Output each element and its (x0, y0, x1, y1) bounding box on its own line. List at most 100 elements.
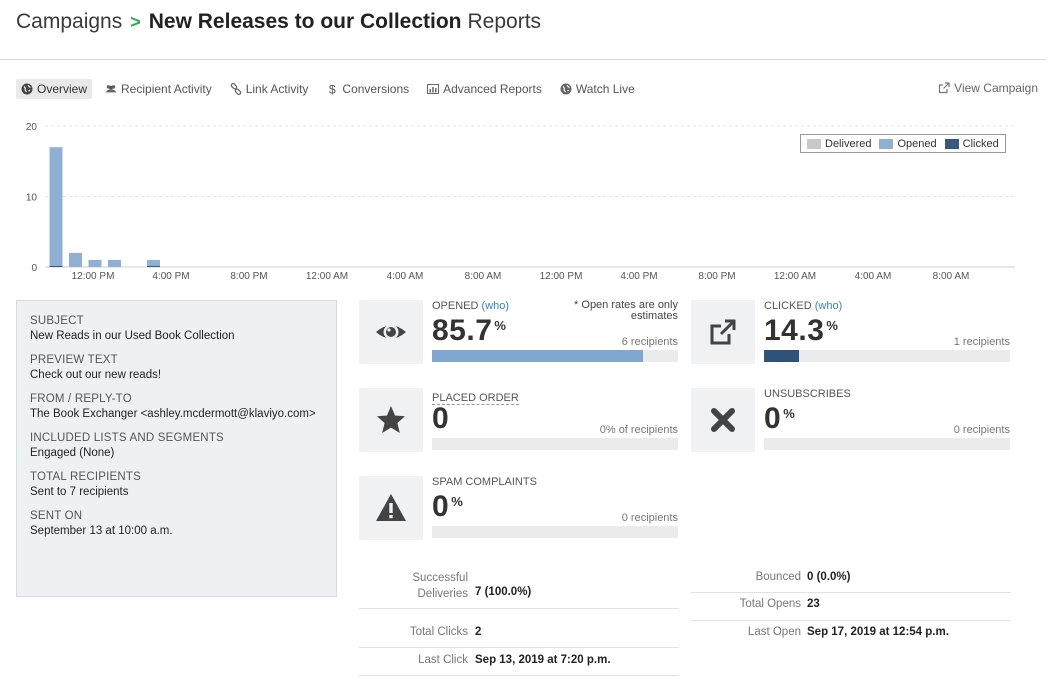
metric-value: 0% (764, 402, 795, 436)
metric-number: 0 (432, 402, 450, 435)
metric-progress-fill (432, 350, 643, 362)
tab-label: Conversions (342, 81, 410, 96)
legend-label: Clicked (962, 137, 999, 150)
legend-opened[interactable]: Opened (879, 138, 937, 150)
stat-value: 2 (475, 626, 482, 638)
tab-conversions[interactable]: $ Conversions (321, 79, 414, 99)
tab-link-activity[interactable]: Link Activity (225, 79, 314, 99)
metric-label[interactable]: PLACED ORDER (432, 392, 519, 405)
who-link[interactable]: (who) (814, 300, 843, 312)
tab-advanced-reports[interactable]: Advanced Reports (422, 79, 547, 99)
detail-from-reply-to: FROM / REPLY-TO The Book Exchanger <ashl… (30, 393, 323, 420)
stat-key: Bounced (755, 571, 801, 583)
detail-sent-on: SENT ON September 13 at 10:00 a.m. (30, 510, 323, 537)
stat-key: Last Open (747, 626, 801, 638)
svg-text:$: $ (329, 83, 336, 95)
y-tick-label: 10 (26, 193, 38, 204)
x-tick-label: 12:00 PM (540, 271, 583, 282)
tab-overview[interactable]: Overview (16, 78, 93, 99)
detail-total-recipients: TOTAL RECIPIENTS Sent to 7 recipients (30, 471, 323, 498)
detail-label: PREVIEW TEXT (30, 354, 118, 366)
metric-body: PLACED ORDER 0 0% of recipients (432, 388, 678, 452)
eye-icon (376, 324, 406, 340)
open-rate-note: * Open rates are only estimates (574, 299, 678, 322)
y-tick-label: 20 (26, 122, 38, 133)
metric-number: 0 (432, 490, 450, 523)
view-campaign-label: View Campaign (954, 81, 1038, 95)
stat-key: Successful Deliveries (412, 572, 468, 600)
metric-progress-bar (432, 438, 678, 450)
bar-chart-icon (427, 83, 440, 94)
stat-row: Total Opens 23 (691, 593, 1011, 621)
tab-watch-live[interactable]: Watch Live (555, 79, 640, 99)
metric-number: 0 (764, 402, 782, 435)
opened-bar (147, 259, 160, 267)
metric-percent-sign: % (826, 318, 839, 333)
detail-label: FROM / REPLY-TO (30, 393, 132, 405)
stat-row: Last Click Sep 13, 2019 at 7:20 p.m. (359, 648, 679, 676)
opened-bar (49, 147, 63, 267)
metric-opened: OPENED (who) 85.7% * Open rates are only… (359, 300, 679, 366)
metric-number: 85.7 (432, 314, 493, 347)
x-icon (711, 408, 735, 432)
y-tick-label: 0 (31, 263, 37, 274)
who-link[interactable]: (who) (481, 300, 510, 312)
metric-progress-bar (764, 350, 1010, 362)
users-icon (105, 84, 117, 92)
stat-key: Total Opens (739, 598, 801, 610)
x-tick-label: 8:00 AM (933, 271, 970, 282)
legend-clicked[interactable]: Clicked (944, 137, 999, 150)
detail-label: INCLUDED LISTS AND SEGMENTS (30, 432, 224, 444)
metric-body: SPAM COMPLAINTS 0% 0 recipients (432, 476, 678, 540)
detail-value: Sent to 7 recipients (30, 486, 129, 498)
stat-row: Successful Deliveries 7 (100.0%) (359, 566, 679, 609)
header-divider (0, 59, 1046, 60)
metric-label: UNSUBSCRIBES (764, 388, 851, 400)
breadcrumb-campaigns-link[interactable]: Campaigns (16, 10, 123, 33)
detail-value: New Reads in our Used Book Collection (30, 330, 235, 342)
detail-label: TOTAL RECIPIENTS (30, 471, 141, 483)
detail-value: September 13 at 10:00 a.m. (30, 525, 173, 537)
clicked-bar (147, 265, 160, 267)
opened-bar (69, 252, 82, 267)
metric-value: 14.3% (764, 314, 838, 348)
metric-label: SPAM COMPLAINTS (432, 476, 537, 488)
clicked-swatch (944, 138, 959, 149)
breadcrumb: Campaigns > New Releases to our Collecti… (16, 10, 541, 38)
x-tick-label: 12:00 AM (774, 271, 816, 282)
tab-label: Link Activity (245, 81, 309, 96)
metric-value: 85.7% (432, 314, 506, 348)
metric-body: OPENED (who) 85.7% * Open rates are only… (432, 300, 678, 364)
external-link-icon (710, 319, 736, 345)
x-tick-label: 4:00 PM (152, 271, 189, 282)
detail-value: Check out our new reads! (30, 369, 162, 381)
dollar-icon: $ (329, 83, 336, 95)
metric-recipients: 0 recipients (621, 512, 678, 524)
page-title-suffix: Reports (467, 10, 542, 33)
chart-legend: Delivered Opened Clicked (800, 134, 1006, 153)
stat-value: Sep 13, 2019 at 7:20 p.m. (475, 654, 611, 666)
globe-icon (21, 83, 33, 94)
detail-label: SUBJECT (30, 315, 84, 327)
opened-swatch (879, 138, 894, 149)
tab-label: Advanced Reports (443, 81, 542, 96)
metric-label-text: OPENED (432, 300, 479, 312)
page-title: New Releases to our Collection (148, 10, 462, 33)
legend-delivered[interactable]: Delivered (807, 138, 871, 150)
stat-row: Last Open Sep 17, 2019 at 12:54 p.m. (691, 621, 1011, 649)
stat-key: Total Clicks (409, 626, 468, 638)
tab-recipient-activity[interactable]: Recipient Activity (100, 79, 217, 99)
metric-progress-fill (764, 350, 800, 362)
tab-label: Overview (37, 81, 88, 96)
x-tick-label: 8:00 PM (230, 271, 267, 282)
metric-value: 0% (432, 490, 463, 524)
x-tick-label: 4:00 AM (855, 271, 892, 282)
metric-icon-box (359, 388, 423, 452)
view-campaign-link[interactable]: View Campaign (938, 81, 1038, 95)
opened-bar (88, 259, 102, 267)
metric-placed-order: PLACED ORDER 0 0% of recipients (359, 388, 679, 454)
x-tick-label: 8:00 AM (465, 271, 502, 282)
metric-body: CLICKED (who) 14.3% 1 recipients (764, 300, 1010, 364)
metric-clicked: CLICKED (who) 14.3% 1 recipients (691, 300, 1011, 366)
tab-label: Watch Live (575, 81, 635, 96)
